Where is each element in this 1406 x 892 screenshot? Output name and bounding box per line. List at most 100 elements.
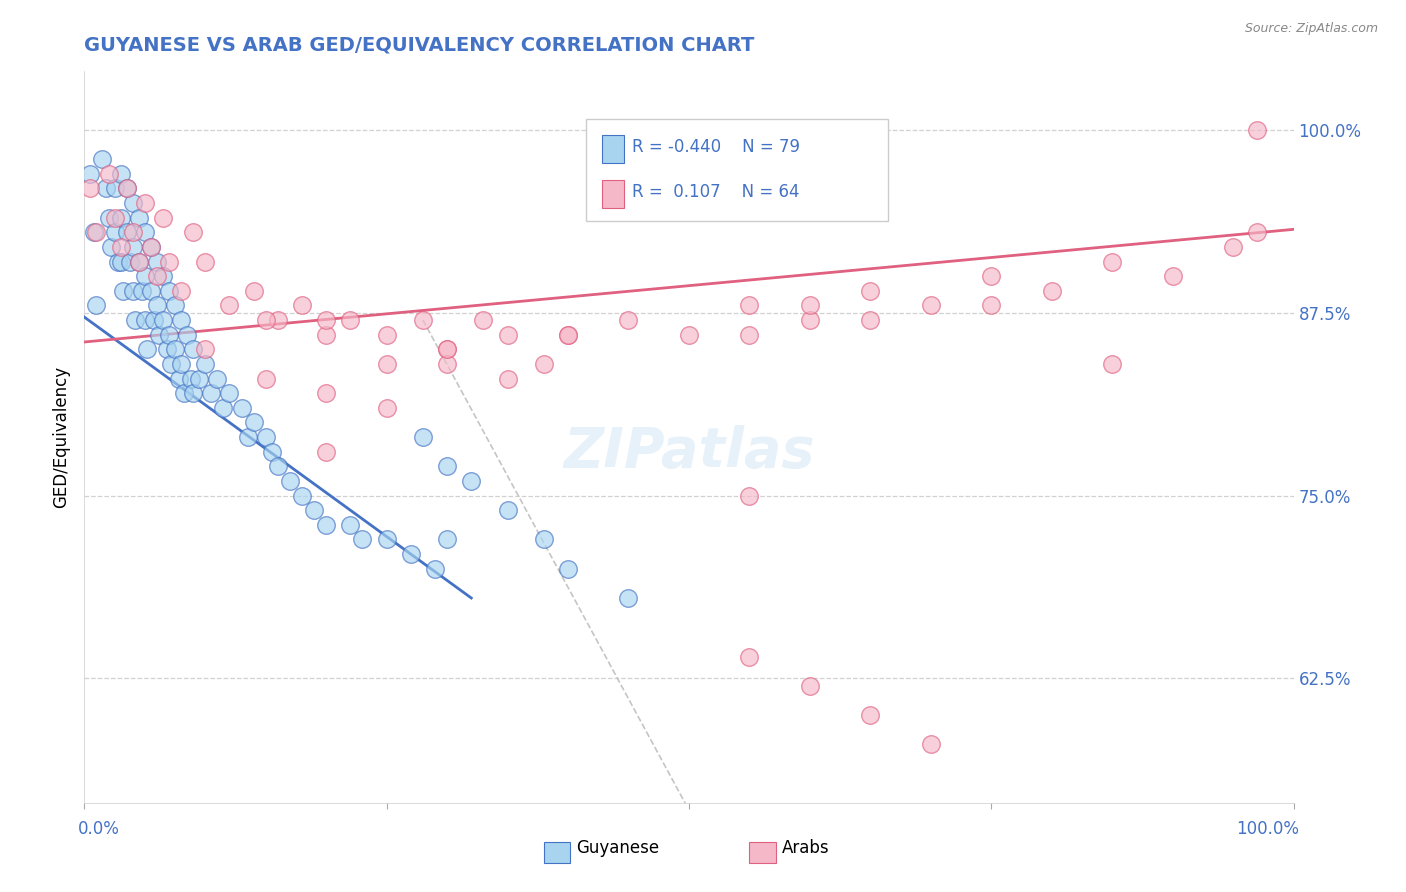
- Point: [496, 327, 519, 342]
- Point: [278, 474, 301, 488]
- Point: [115, 225, 138, 239]
- Point: [375, 357, 398, 371]
- Point: [352, 533, 374, 547]
- Text: 0.0%: 0.0%: [79, 821, 120, 838]
- Point: [436, 357, 458, 371]
- Point: [112, 284, 135, 298]
- Point: [236, 430, 259, 444]
- Bar: [602, 180, 624, 208]
- Point: [799, 679, 821, 693]
- Point: [617, 591, 640, 605]
- Point: [315, 517, 337, 532]
- Point: [557, 327, 579, 342]
- Point: [181, 386, 204, 401]
- Point: [799, 298, 821, 312]
- Point: [128, 254, 150, 268]
- Point: [738, 298, 761, 312]
- Point: [165, 343, 187, 357]
- Point: [194, 357, 217, 371]
- FancyBboxPatch shape: [586, 119, 889, 221]
- Point: [1222, 240, 1244, 254]
- Text: GUYANESE VS ARAB GED/EQUIVALENCY CORRELATION CHART: GUYANESE VS ARAB GED/EQUIVALENCY CORRELA…: [84, 36, 755, 54]
- Point: [375, 533, 398, 547]
- Point: [254, 371, 277, 385]
- Point: [472, 313, 495, 327]
- Point: [1101, 254, 1123, 268]
- Point: [242, 284, 264, 298]
- Point: [799, 313, 821, 327]
- Y-axis label: GED/Equivalency: GED/Equivalency: [52, 366, 70, 508]
- Point: [242, 416, 264, 430]
- Point: [91, 152, 114, 166]
- Point: [200, 386, 222, 401]
- Point: [124, 313, 146, 327]
- Point: [436, 533, 458, 547]
- Point: [97, 211, 120, 225]
- Point: [920, 737, 942, 751]
- Point: [1246, 225, 1268, 239]
- Point: [110, 254, 132, 268]
- Point: [165, 298, 187, 312]
- Point: [267, 313, 290, 327]
- Point: [104, 225, 127, 239]
- Text: 100.0%: 100.0%: [1236, 821, 1299, 838]
- Bar: [602, 135, 624, 163]
- Point: [97, 167, 120, 181]
- Point: [107, 254, 129, 268]
- Point: [557, 327, 579, 342]
- Point: [315, 386, 337, 401]
- Point: [134, 313, 156, 327]
- Point: [146, 254, 169, 268]
- Point: [86, 298, 108, 312]
- Point: [859, 313, 882, 327]
- Point: [1101, 357, 1123, 371]
- Point: [254, 430, 277, 444]
- Point: [339, 517, 361, 532]
- Text: ZIPatlas: ZIPatlas: [564, 425, 814, 479]
- Point: [110, 211, 132, 225]
- Point: [291, 298, 314, 312]
- Point: [315, 313, 337, 327]
- Point: [157, 284, 180, 298]
- Point: [86, 225, 108, 239]
- Point: [399, 547, 422, 561]
- Point: [167, 371, 190, 385]
- Point: [79, 181, 101, 195]
- Point: [134, 269, 156, 284]
- Bar: [749, 842, 776, 863]
- Point: [260, 444, 283, 458]
- Point: [188, 371, 211, 385]
- Point: [496, 371, 519, 385]
- Point: [291, 489, 314, 503]
- Point: [173, 386, 195, 401]
- Point: [115, 181, 138, 195]
- Point: [143, 313, 166, 327]
- Point: [121, 225, 143, 239]
- Point: [128, 211, 150, 225]
- Point: [315, 444, 337, 458]
- Point: [110, 240, 132, 254]
- Point: [617, 313, 640, 327]
- Point: [980, 269, 1002, 284]
- Point: [146, 298, 169, 312]
- Point: [738, 649, 761, 664]
- Point: [176, 327, 198, 342]
- Point: [121, 284, 143, 298]
- Point: [83, 225, 105, 239]
- Point: [460, 474, 482, 488]
- Point: [533, 533, 555, 547]
- Point: [157, 254, 180, 268]
- Point: [859, 284, 882, 298]
- Point: [139, 240, 162, 254]
- Point: [218, 298, 240, 312]
- Point: [160, 357, 183, 371]
- Point: [194, 343, 217, 357]
- Point: [104, 181, 127, 195]
- Point: [146, 269, 169, 284]
- Point: [302, 503, 325, 517]
- Point: [139, 284, 162, 298]
- Point: [267, 459, 290, 474]
- Point: [110, 167, 132, 181]
- Point: [170, 313, 193, 327]
- Text: Guyanese: Guyanese: [576, 838, 659, 856]
